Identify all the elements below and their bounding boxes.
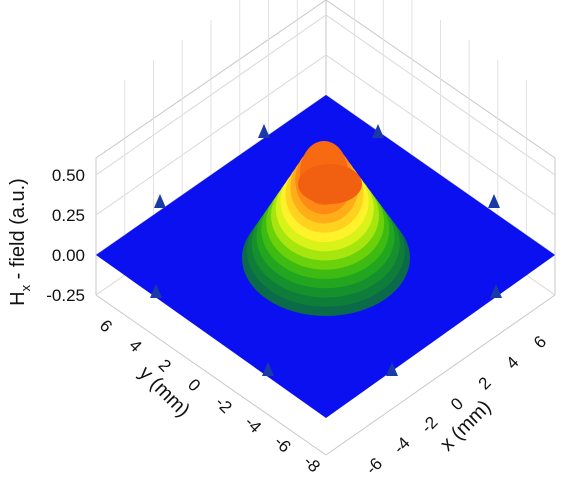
bottom-left-edge — [95, 294, 327, 456]
y-tick-label: -6 — [270, 432, 294, 456]
x-tick-label: -2 — [417, 413, 441, 437]
y-tick-label: -4 — [241, 413, 265, 437]
y-tick-label: -2 — [212, 393, 236, 417]
z-axis-label-rest: - field (a.u.) — [7, 178, 29, 285]
z-tick-label: -0.25 — [46, 286, 85, 305]
edge-ripple — [490, 284, 502, 298]
x-axis-label: x (mm) — [436, 396, 496, 456]
y-tick-label: 6 — [96, 316, 116, 336]
z-axis-label-sub: x — [18, 284, 33, 291]
z-axis-label-main: H — [7, 291, 29, 305]
edge-ripple — [372, 124, 384, 138]
x-tick-label: -4 — [390, 433, 414, 457]
edge-ripple — [258, 124, 270, 138]
z-tick-label: 0.00 — [52, 246, 85, 265]
x-tick-label: 6 — [530, 332, 550, 352]
edge-ripple — [262, 362, 274, 376]
surface — [96, 95, 555, 418]
z-tick-label: 0.25 — [52, 206, 85, 225]
y-tick-label: 0 — [184, 375, 204, 395]
edge-ripple — [386, 362, 398, 376]
edge-ripple — [150, 284, 162, 298]
y-tick-label: 4 — [125, 336, 145, 356]
peak-cap — [298, 164, 362, 204]
z-tick-label: 0.50 — [52, 166, 85, 185]
y-tick-label: -8 — [300, 452, 324, 476]
edge-ripple — [488, 194, 500, 208]
z-axis-label: Hx - field (a.u.) — [7, 178, 33, 306]
edge-ripple — [154, 194, 166, 208]
bottom-right-edge — [325, 294, 556, 456]
x-tick-label: 2 — [475, 373, 495, 393]
x-tick-label: -6 — [362, 454, 386, 478]
x-tick-label: 4 — [502, 353, 522, 373]
